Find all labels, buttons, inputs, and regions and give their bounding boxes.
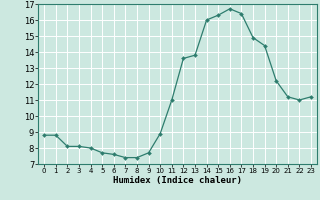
X-axis label: Humidex (Indice chaleur): Humidex (Indice chaleur)	[113, 176, 242, 185]
